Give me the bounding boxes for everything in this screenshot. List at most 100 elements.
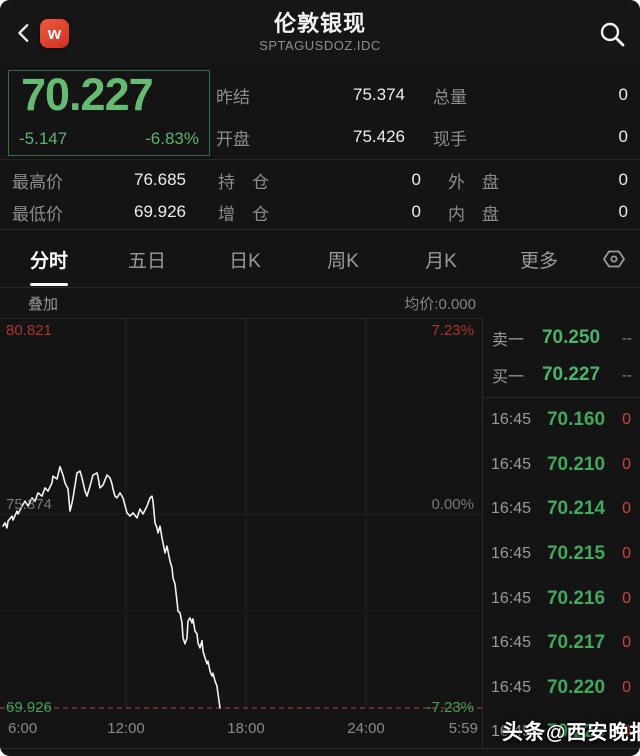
trade-volume: 0 <box>622 678 631 696</box>
trade-time: 16:45 <box>491 723 532 741</box>
trade-volume: 0 <box>622 545 631 563</box>
trade-volume: 0 <box>622 500 631 518</box>
news-watermark: 头条@西安晚报 <box>502 716 640 746</box>
field-value: 75.426 <box>353 127 405 146</box>
watermark-account: @西安晚报 <box>546 722 640 744</box>
order-book-panel: 卖一 70.250 -- 买一 70.227 -- 16:45 70.160 0… <box>482 318 640 748</box>
period-tab-bar: 分时 五日 日K 周K 月K 更多 <box>0 232 640 286</box>
ask-volume: -- <box>622 329 632 347</box>
field-label: 外 盘 <box>448 172 499 192</box>
ask-price: 70.250 <box>541 327 601 348</box>
field-label: 持 仓 <box>218 172 269 192</box>
time-tick: 12:00 <box>107 720 145 737</box>
chart-settings-button[interactable] <box>588 247 640 271</box>
field-label: 开盘 <box>216 129 250 149</box>
divider <box>0 287 640 288</box>
field-label: 总量 <box>433 87 467 107</box>
field-value: 0 <box>618 202 628 221</box>
divider <box>0 159 640 160</box>
trade-time: 16:45 <box>491 634 532 652</box>
field-label: 昨结 <box>216 87 250 107</box>
ask-row: 卖一 70.250 -- <box>483 321 640 355</box>
field-value: 0 <box>411 170 421 189</box>
field-value: 0 <box>618 170 628 189</box>
divider <box>0 748 640 749</box>
bid-volume: -- <box>622 366 632 384</box>
average-price-label: 均价:0.000 <box>404 295 476 313</box>
chart-mid-percent: 0.00% <box>431 496 474 513</box>
wind-app-icon[interactable]: w <box>40 19 69 48</box>
field-value: 0 <box>618 85 628 104</box>
field-value: 75.374 <box>353 85 405 104</box>
trade-volume: 0 <box>622 634 631 652</box>
trade-volume: 0 <box>622 589 631 607</box>
quote-row: 开盘 75.426 现手 0 <box>216 118 640 156</box>
hexagon-settings-icon <box>603 250 625 268</box>
trade-price: 70.215 <box>546 543 606 565</box>
trade-row: 16:45 70.220 0 <box>483 666 640 711</box>
quote-row: 最低价 69.926 增 仓 0 内 盘 0 <box>0 196 640 228</box>
trade-volume: 0 <box>622 455 631 473</box>
bid-price: 70.227 <box>541 364 601 385</box>
overlay-button[interactable]: 叠加 <box>28 295 59 313</box>
trade-time: 16:45 <box>491 678 532 696</box>
trade-row: 16:45 70.216 0 <box>483 576 640 621</box>
last-price-box: 70.227 -5.147 -6.83% <box>8 69 210 156</box>
divider <box>483 397 640 398</box>
divider <box>0 229 640 230</box>
time-tick: 5:59 <box>448 720 478 737</box>
price-change: -5.147 <box>19 129 68 148</box>
trade-time: 16:45 <box>491 589 532 607</box>
chart-mid-price: 75.374 <box>6 496 52 513</box>
trade-volume: 0 <box>622 723 631 741</box>
tab-daily-k[interactable]: 日K <box>229 250 261 272</box>
field-label: 现手 <box>433 129 467 149</box>
trade-price: 70.220 <box>546 676 606 698</box>
tab-monthly-k[interactable]: 月K <box>425 250 457 272</box>
field-value: 76.685 <box>134 170 186 189</box>
tab-timeline[interactable]: 分时 <box>0 246 98 273</box>
intraday-chart[interactable]: 80.821 7.23% 75.374 0.00% 69.926 -7.23% <box>0 318 482 715</box>
trade-time: 16:45 <box>491 411 532 429</box>
trade-row: 16:45 70.160 0 <box>483 398 640 443</box>
search-icon <box>600 22 625 47</box>
chart-toolbar: 叠加 均价:0.000 <box>0 289 480 317</box>
trade-price: 70.216 <box>546 587 606 609</box>
time-tick: 18:00 <box>227 720 265 737</box>
search-button[interactable] <box>598 20 626 48</box>
quote-row: 最高价 76.685 持 仓 0 外 盘 0 <box>0 164 640 196</box>
chart-canvas <box>0 319 482 709</box>
tab-weekly-k[interactable]: 周K <box>327 250 359 272</box>
trade-time: 16:45 <box>491 455 532 473</box>
tab-more[interactable]: 更多 <box>519 250 558 272</box>
trade-price: 70.217 <box>546 632 606 654</box>
trade-volume: 0 <box>622 411 631 429</box>
watermark-brand: 头条 <box>502 721 546 744</box>
field-value: 0 <box>618 127 628 146</box>
time-axis: 6:00 12:00 18:00 24:00 5:59 <box>0 714 482 744</box>
bid-label: 买一 <box>492 369 525 386</box>
trade-row: 16:45 70.215 0 <box>483 532 640 577</box>
field-label: 内 盘 <box>448 204 499 224</box>
field-label: 最高价 <box>12 172 63 192</box>
trade-price: 70.210 <box>546 453 606 475</box>
chart-max-percent: 7.23% <box>431 322 474 339</box>
trade-row: 16:45 70.217 0 <box>483 621 640 666</box>
bid-row: 买一 70.227 -- <box>483 358 640 392</box>
tab-five-day[interactable]: 五日 <box>127 250 166 272</box>
back-button[interactable] <box>10 18 38 48</box>
instrument-code: SPTAGUSDOZ.IDC <box>259 38 381 53</box>
ask-label: 卖一 <box>492 332 525 349</box>
back-chevron-icon <box>18 24 29 42</box>
trade-row: 16:45 70.225 0 <box>483 710 640 755</box>
time-tick: 24:00 <box>347 720 385 737</box>
chart-min-price: 69.926 <box>6 699 52 716</box>
trade-price: 70.214 <box>546 498 606 520</box>
chart-min-percent: -7.23% <box>426 699 474 716</box>
trade-row: 16:45 70.214 0 <box>483 487 640 532</box>
header: w 伦敦银现 SPTAGUSDOZ.IDC <box>0 0 640 66</box>
page-title: 伦敦银现 <box>273 11 366 36</box>
trade-price: 70.160 <box>546 409 606 431</box>
trade-time: 16:45 <box>491 500 532 518</box>
